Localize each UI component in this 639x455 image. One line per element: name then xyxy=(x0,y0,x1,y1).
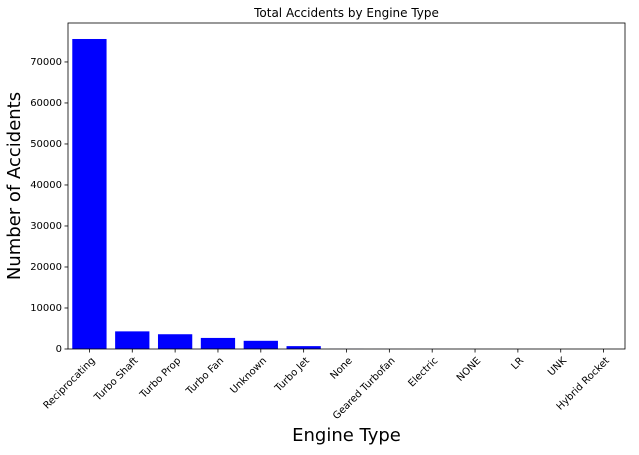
bar-turbo-jet xyxy=(287,346,321,349)
x-axis-title: Engine Type xyxy=(292,425,401,446)
x-tick-label: None xyxy=(329,355,355,381)
x-tick-label: Electric xyxy=(406,355,440,389)
x-tick-label: Turbo Prop xyxy=(137,355,183,401)
x-tick-label: Reciprocating xyxy=(42,355,98,411)
bars-layer xyxy=(72,39,535,349)
x-tick-label: Turbo Shaft xyxy=(92,355,141,404)
x-tick-label: Turbo Fan xyxy=(184,355,226,397)
y-tick-label: 50000 xyxy=(30,139,62,150)
x-tick-label: Turbo Jet xyxy=(272,355,311,394)
y-axis-ticks: 0 10000 20000 30000 40000 50000 60000 70000 xyxy=(30,57,68,355)
bar-turbo-shaft xyxy=(115,331,149,349)
y-tick-label: 70000 xyxy=(30,57,62,68)
x-tick-label: NONE xyxy=(455,355,483,383)
x-tick-label: Unknown xyxy=(228,355,269,396)
plot-frame xyxy=(68,23,625,349)
y-tick-label: 60000 xyxy=(30,98,62,109)
x-tick-label: UNK xyxy=(546,355,569,378)
y-tick-label: 30000 xyxy=(30,221,62,232)
bar-turbo-fan xyxy=(201,338,235,349)
bar-turbo-prop xyxy=(158,334,192,349)
y-tick-label: 10000 xyxy=(30,303,62,314)
bar-reciprocating xyxy=(72,39,106,349)
x-tick-label: LR xyxy=(509,355,526,372)
y-tick-label: 40000 xyxy=(30,180,62,191)
y-tick-label: 0 xyxy=(56,344,62,355)
chart-title: Total Accidents by Engine Type xyxy=(253,6,439,20)
bar-unknown xyxy=(244,341,278,349)
y-tick-label: 20000 xyxy=(30,262,62,273)
y-axis-title: Number of Accidents xyxy=(4,92,25,280)
